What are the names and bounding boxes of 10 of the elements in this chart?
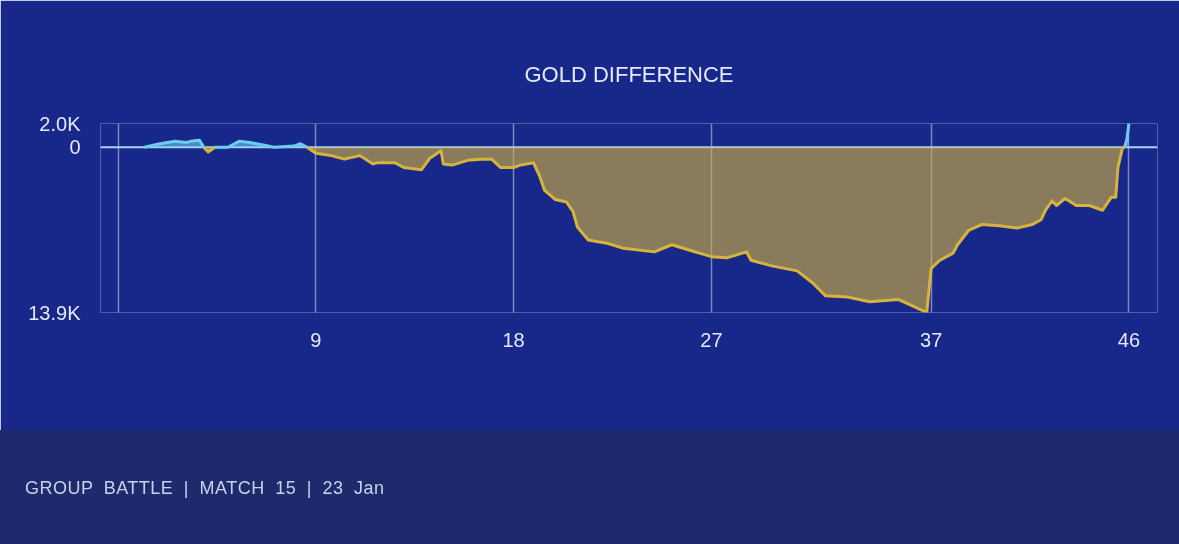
- text: GROUP BATTLE | MATCH 15 | 23 Jan: [25, 477, 385, 500]
- chart-title: GOLD DIFFERENCE: [524, 61, 734, 87]
- y-tick-label: 13.9K: [28, 301, 82, 324]
- x-tick-label: 27: [700, 328, 723, 351]
- x-tick-label: 18: [502, 328, 525, 351]
- x-tick-label: 9: [310, 328, 322, 351]
- x-tick-label: 46: [1117, 328, 1141, 351]
- y-tick-label: 0: [69, 136, 81, 159]
- y-tick-label: 2.0K: [39, 112, 82, 135]
- x-tick-label: 37: [920, 328, 943, 351]
